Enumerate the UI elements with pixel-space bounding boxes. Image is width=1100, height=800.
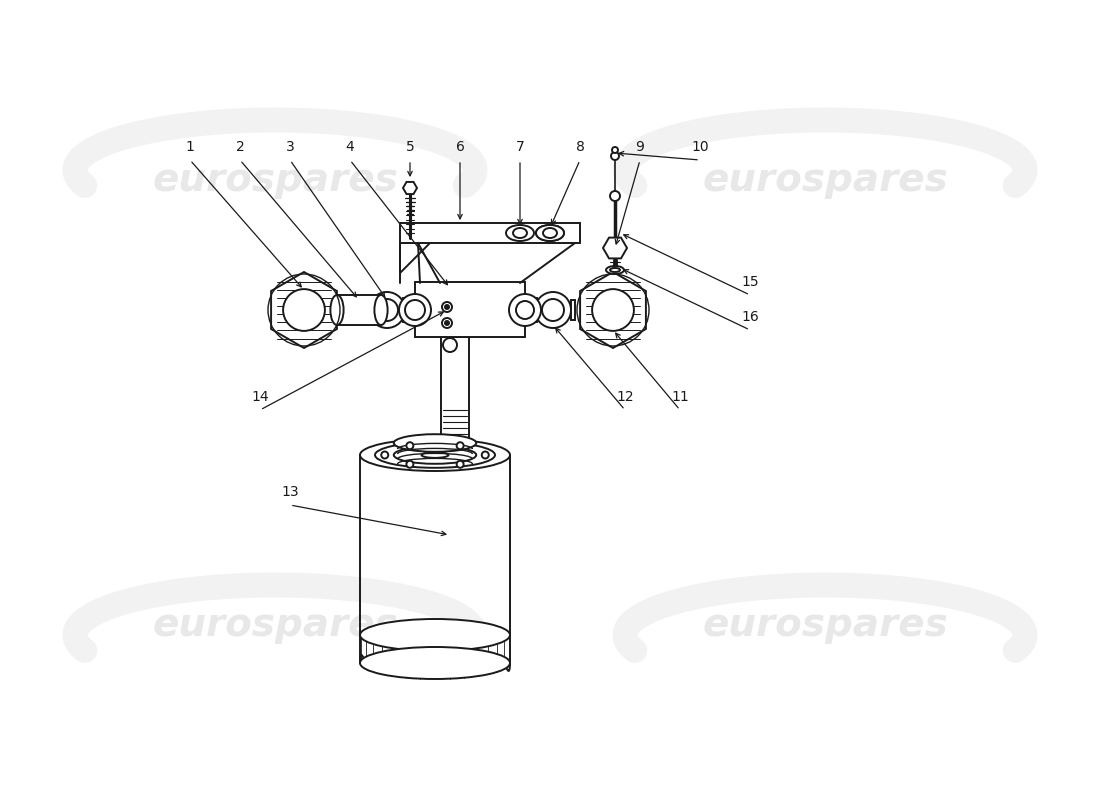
- Text: 12: 12: [616, 390, 634, 404]
- Ellipse shape: [421, 452, 449, 458]
- Circle shape: [456, 442, 463, 450]
- Ellipse shape: [506, 225, 534, 241]
- Text: 8: 8: [575, 140, 584, 154]
- Bar: [403, 298, 415, 322]
- Ellipse shape: [374, 295, 387, 325]
- Text: 10: 10: [691, 140, 708, 154]
- Polygon shape: [603, 238, 627, 258]
- Polygon shape: [400, 243, 430, 273]
- Circle shape: [610, 152, 619, 160]
- Bar: [337, 295, 381, 325]
- Ellipse shape: [610, 268, 620, 272]
- Text: eurospares: eurospares: [702, 606, 948, 644]
- Circle shape: [610, 191, 620, 201]
- Text: eurospares: eurospares: [152, 161, 398, 199]
- Ellipse shape: [330, 295, 343, 325]
- Ellipse shape: [536, 225, 564, 241]
- Circle shape: [482, 451, 488, 458]
- Ellipse shape: [394, 434, 476, 452]
- Circle shape: [446, 321, 449, 325]
- Ellipse shape: [368, 292, 405, 328]
- Bar: [399, 302, 405, 318]
- Circle shape: [446, 305, 449, 309]
- Text: 2: 2: [235, 140, 244, 154]
- Bar: [441, 337, 469, 441]
- Circle shape: [456, 461, 463, 468]
- Ellipse shape: [513, 228, 527, 238]
- Text: 7: 7: [516, 140, 525, 154]
- Text: 1: 1: [186, 140, 195, 154]
- Ellipse shape: [509, 294, 541, 326]
- Ellipse shape: [542, 299, 564, 321]
- Text: 5: 5: [406, 140, 415, 154]
- Bar: [368, 302, 381, 318]
- Text: 11: 11: [671, 390, 689, 404]
- Bar: [571, 300, 575, 320]
- Circle shape: [406, 442, 414, 450]
- Ellipse shape: [543, 228, 557, 238]
- Circle shape: [283, 289, 324, 331]
- Bar: [400, 223, 580, 243]
- Ellipse shape: [360, 647, 510, 679]
- Ellipse shape: [399, 294, 431, 326]
- Circle shape: [382, 451, 388, 458]
- Circle shape: [443, 338, 456, 352]
- Text: 16: 16: [741, 310, 759, 324]
- Circle shape: [406, 461, 414, 468]
- Ellipse shape: [405, 300, 425, 320]
- Bar: [337, 300, 342, 320]
- Text: 3: 3: [286, 140, 295, 154]
- Text: 9: 9: [636, 140, 645, 154]
- Polygon shape: [271, 272, 337, 348]
- Text: 4: 4: [345, 140, 354, 154]
- Circle shape: [612, 147, 618, 153]
- Text: eurospares: eurospares: [702, 161, 948, 199]
- Polygon shape: [403, 182, 417, 194]
- Ellipse shape: [535, 292, 571, 328]
- Ellipse shape: [394, 446, 476, 464]
- Bar: [415, 282, 525, 337]
- Bar: [535, 302, 537, 318]
- Circle shape: [592, 289, 634, 331]
- Ellipse shape: [376, 299, 398, 321]
- Ellipse shape: [516, 301, 534, 319]
- Bar: [525, 298, 537, 322]
- Ellipse shape: [543, 228, 557, 238]
- Ellipse shape: [375, 442, 495, 468]
- Text: 6: 6: [455, 140, 464, 154]
- Text: 14: 14: [251, 390, 268, 404]
- Circle shape: [442, 302, 452, 312]
- Ellipse shape: [360, 439, 510, 471]
- Ellipse shape: [536, 225, 564, 241]
- Text: 15: 15: [741, 275, 759, 289]
- Ellipse shape: [360, 619, 510, 651]
- Text: eurospares: eurospares: [152, 606, 398, 644]
- Ellipse shape: [606, 266, 624, 274]
- Text: 13: 13: [282, 485, 299, 499]
- Polygon shape: [580, 272, 646, 348]
- Circle shape: [442, 318, 452, 328]
